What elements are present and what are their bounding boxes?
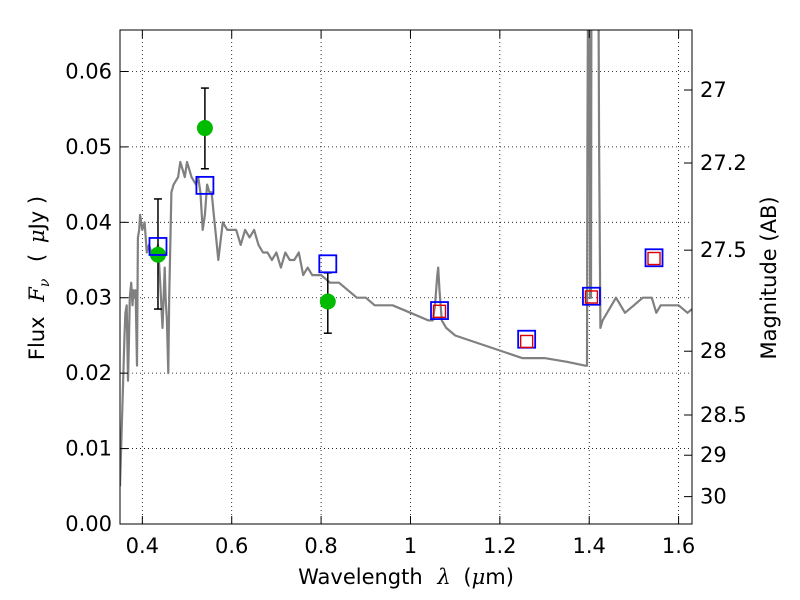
plot-frame (119, 29, 693, 525)
model-photometry-square (644, 248, 664, 268)
y-axis-label-symbol-sub: ν (37, 278, 53, 287)
y-tick-label: 0.04 (65, 210, 112, 234)
y-axis-label-unit-mu: μ (25, 229, 49, 243)
x-axis-label: Wavelength λ (μm) (298, 565, 514, 589)
x-tick-label: 0.6 (215, 534, 248, 558)
x-axis-label-symbol: λ (436, 565, 450, 589)
y2-tick-label: 29 (700, 443, 727, 467)
x-tick-label: 1.6 (662, 534, 695, 558)
y2-tick-label: 28.5 (700, 403, 747, 427)
x-tick-label: 1 (404, 534, 417, 558)
model-photometry-square (318, 254, 338, 274)
x-axis-label-unit-open: ( (463, 565, 471, 589)
marker-layer (148, 87, 664, 349)
y-axis-label-symbol: F (25, 286, 49, 303)
y-tick-label: 0.02 (65, 361, 112, 385)
observed-point (196, 120, 213, 137)
comparison-photometry-square (432, 304, 447, 319)
model-photometry-square (582, 286, 601, 306)
y-tick-label: 0.05 (65, 135, 112, 159)
model-photometry-square (195, 175, 215, 195)
y2-axis-label: Magnitude (AB) (757, 196, 781, 359)
x-axis-label-unit-rest: m) (485, 565, 514, 589)
observed-point (319, 293, 336, 310)
plot-area (120, 30, 692, 487)
y-tick-label: 0.01 (65, 437, 112, 461)
x-tick-label: 0.8 (304, 534, 337, 558)
series-layer (120, 30, 692, 487)
comparison-photometry-square (584, 290, 599, 304)
model-photometry-square (430, 301, 449, 320)
x-axis-label-text: Wavelength (298, 565, 423, 589)
grid-lines (120, 30, 692, 525)
comparison-photometry-square (519, 334, 534, 349)
y-axis-label: Flux Fν ( μJy ) (25, 196, 54, 360)
y2-tick-label: 27.2 (700, 151, 747, 175)
x-tick-label: 1.4 (573, 534, 606, 558)
y-axis-label-text: Flux (25, 316, 49, 360)
y-tick-label: 0.03 (65, 286, 112, 310)
y2-tick-label: 27 (700, 78, 727, 102)
x-axis-label-unit-mu: μ (472, 565, 486, 589)
comparison-photometry-square (647, 251, 661, 266)
x-tick-label: 0.4 (126, 534, 159, 558)
y2-tick-label: 30 (700, 485, 727, 509)
x-tick-label: 1.2 (483, 534, 516, 558)
model-photometry-square (148, 237, 168, 256)
model-sed-line (120, 30, 692, 487)
y-tick-label: 0.06 (65, 59, 112, 83)
y-axis-label-unit-open: ( (25, 254, 49, 262)
y-tick-label: 0.00 (65, 512, 112, 536)
y2-tick-label: 28 (700, 339, 727, 363)
y2-tick-label: 27.5 (700, 238, 747, 262)
y-axis-label-unit-rest: Jy ) (25, 196, 49, 232)
axes-layer: 0.4 0.6 0.8 1 1.2 1.4 1.6 0.00 0.01 0.02 0.03 0.04 0… (65, 30, 747, 558)
